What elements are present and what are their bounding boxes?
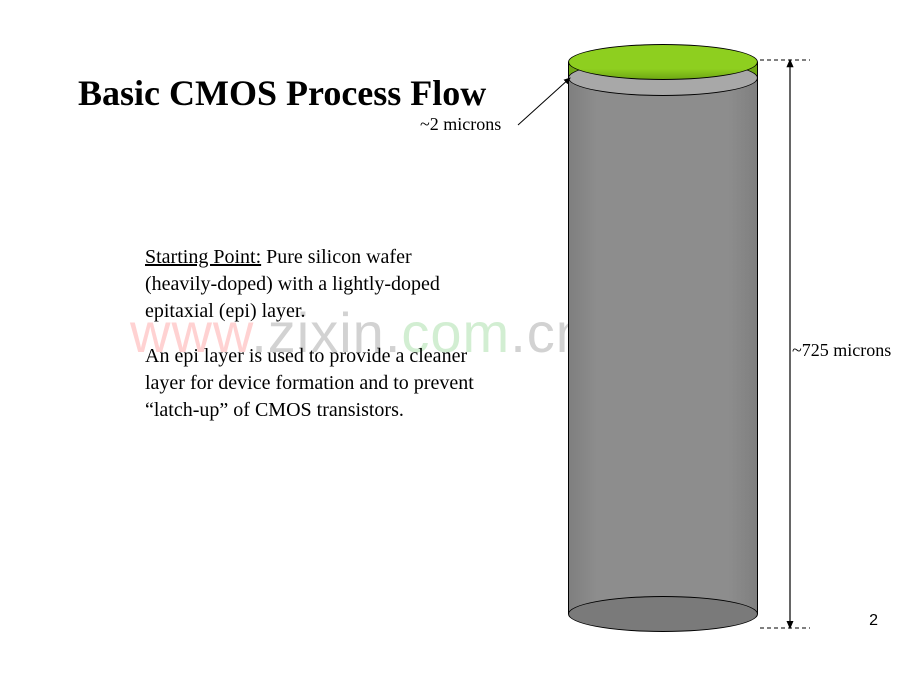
epi-thickness-label: ~2 microns (420, 114, 501, 135)
slide: Basic CMOS Process Flow www.zixin.com.cn… (0, 0, 920, 690)
epi-top-ellipse (568, 44, 758, 80)
substrate-side (568, 78, 758, 614)
paragraph-1: Starting Point: Pure silicon wafer (heav… (145, 244, 475, 325)
substrate-bottom-ellipse (568, 596, 758, 632)
page-title: Basic CMOS Process Flow (78, 72, 486, 114)
starting-point-label: Starting Point: (145, 246, 261, 268)
page-number: 2 (869, 612, 878, 630)
body-text: Starting Point: Pure silicon wafer (heav… (145, 244, 475, 442)
wafer-cylinder (568, 44, 758, 632)
epi-thickness-leader (518, 78, 570, 125)
paragraph-2: An epi layer is used to provide a cleane… (145, 343, 475, 424)
substrate-thickness-label: ~725 microns (792, 340, 891, 361)
